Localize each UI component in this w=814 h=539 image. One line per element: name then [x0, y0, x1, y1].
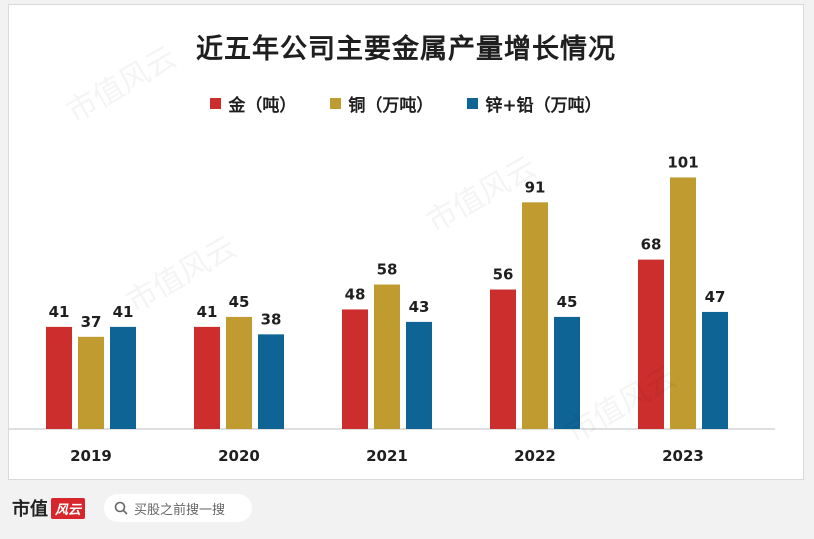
bar-2022-series-0: [490, 289, 516, 429]
data-label-2019-series-0: 41: [49, 303, 70, 321]
bar-2021-series-1: [374, 284, 400, 429]
x-tick-label-2023: 2023: [662, 447, 704, 465]
data-label-2022-series-0: 56: [493, 266, 514, 284]
bar-2023-series-0: [638, 259, 664, 429]
data-label-2022-series-1: 91: [525, 178, 546, 196]
bar-2019-series-1: [78, 336, 104, 429]
data-label-2020-series-0: 41: [197, 303, 218, 321]
data-label-2020-series-1: 45: [229, 293, 250, 311]
data-label-2019-series-1: 37: [81, 313, 102, 331]
data-label-2021-series-1: 58: [377, 261, 398, 279]
footer-bar: 市值 风云 买股之前搜一搜: [0, 480, 814, 539]
x-tick-label-2019: 2019: [70, 447, 112, 465]
search-icon: [114, 501, 128, 515]
search-box[interactable]: 买股之前搜一搜: [104, 494, 252, 522]
legend-item-gold: 金（吨）: [210, 91, 296, 116]
bar-2023-series-1: [670, 177, 696, 429]
legend-swatch-zinc-lead: [467, 98, 479, 109]
search-placeholder: 买股之前搜一搜: [134, 502, 226, 518]
site-logo[interactable]: 市值 风云: [12, 495, 86, 521]
legend-swatch-copper: [330, 98, 342, 109]
bar-2021-series-0: [342, 309, 368, 429]
bar-2020-series-1: [226, 316, 252, 429]
bar-2019-series-2: [110, 326, 136, 429]
data-label-2021-series-0: 48: [345, 285, 366, 303]
bar-2023-series-2: [702, 311, 728, 429]
legend-item-zinc-lead: 锌+铅（万吨）: [467, 91, 602, 116]
legend-item-copper: 铜（万吨）: [330, 91, 433, 116]
data-label-2020-series-2: 38: [261, 310, 282, 328]
bar-2019-series-0: [46, 326, 72, 429]
data-label-2023-series-2: 47: [705, 288, 726, 306]
bar-chart-plot: 41 37 41 2019 41 45 38 2020 48 58 43 2021 56 91 45 2022…: [9, 153, 775, 465]
x-tick-label-2022: 2022: [514, 447, 556, 465]
bar-2022-series-2: [554, 316, 580, 429]
legend-swatch-gold: [210, 98, 222, 109]
x-tick-label-2020: 2020: [218, 447, 260, 465]
chart-title: 近五年公司主要金属产量增长情况: [196, 34, 616, 65]
data-label-2021-series-2: 43: [409, 298, 430, 316]
data-label-2023-series-0: 68: [641, 236, 662, 254]
bar-2021-series-2: [406, 321, 432, 429]
bar-2020-series-0: [194, 326, 220, 429]
logo-badge: 风云: [51, 497, 86, 519]
bar-2022-series-1: [522, 202, 548, 429]
legend-label-zinc-lead: 锌+铅（万吨）: [485, 96, 602, 116]
bar-2020-series-2: [258, 334, 284, 429]
data-label-2023-series-1: 101: [667, 153, 698, 171]
chart-legend: 金（吨） 铜（万吨） 锌+铅（万吨）: [9, 91, 803, 116]
chart-card: 近五年公司主要金属产量增长情况 金（吨） 铜（万吨） 锌+铅（万吨） 41 37 4…: [8, 4, 804, 480]
x-tick-label-2021: 2021: [366, 447, 408, 465]
legend-label-gold: 金（吨）: [228, 96, 297, 116]
data-label-2019-series-2: 41: [113, 303, 134, 321]
logo-text: 市值: [12, 499, 48, 520]
data-label-2022-series-2: 45: [557, 293, 578, 311]
legend-label-copper: 铜（万吨）: [348, 96, 434, 116]
